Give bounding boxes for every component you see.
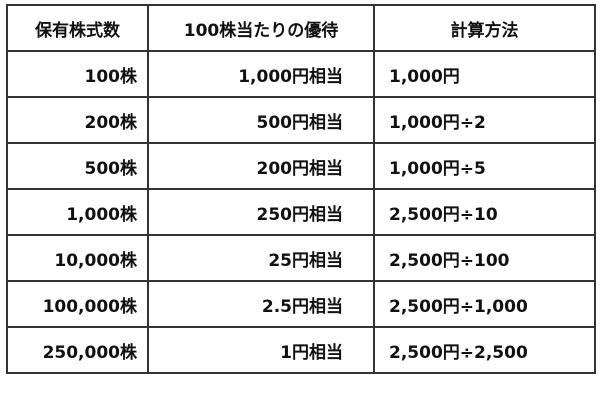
- benefit-cell: 250円相当: [147, 188, 375, 236]
- shares-cell: 500株: [6, 142, 149, 190]
- header-shares: 保有株式数: [6, 4, 149, 52]
- calculation-cell: 1,000円÷5: [373, 142, 596, 190]
- header-benefit-per-100: 100株当たりの優待: [147, 4, 375, 52]
- table-row: 200株 500円相当 1,000円÷2: [6, 96, 596, 144]
- benefit-cell: 500円相当: [147, 96, 375, 144]
- benefit-cell: 1,000円相当: [147, 50, 375, 98]
- calculation-cell: 1,000円÷2: [373, 96, 596, 144]
- table-row: 100,000株 2.5円相当 2,500円÷1,000: [6, 280, 596, 328]
- table-row: 500株 200円相当 1,000円÷5: [6, 142, 596, 190]
- table-row: 10,000株 25円相当 2,500円÷100: [6, 234, 596, 282]
- header-row: 保有株式数 100株当たりの優待 計算方法: [6, 4, 596, 52]
- benefit-cell: 2.5円相当: [147, 280, 375, 328]
- table-row: 250,000株 1円相当 2,500円÷2,500: [6, 326, 596, 374]
- calculation-cell: 2,500円÷2,500: [373, 326, 596, 374]
- shares-cell: 100,000株: [6, 280, 149, 328]
- table-row: 100株 1,000円相当 1,000円: [6, 50, 596, 98]
- shares-cell: 10,000株: [6, 234, 149, 282]
- shares-cell: 1,000株: [6, 188, 149, 236]
- calculation-cell: 2,500円÷100: [373, 234, 596, 282]
- benefit-table: 保有株式数 100株当たりの優待 計算方法 100株 1,000円相当 1,000円…: [6, 4, 596, 374]
- table-row: 1,000株 250円相当 2,500円÷10: [6, 188, 596, 236]
- calculation-cell: 2,500円÷1,000: [373, 280, 596, 328]
- benefit-cell: 25円相当: [147, 234, 375, 282]
- header-calculation: 計算方法: [373, 4, 596, 52]
- calculation-cell: 2,500円÷10: [373, 188, 596, 236]
- benefit-cell: 1円相当: [147, 326, 375, 374]
- shares-cell: 250,000株: [6, 326, 149, 374]
- calculation-cell: 1,000円: [373, 50, 596, 98]
- benefit-cell: 200円相当: [147, 142, 375, 190]
- shares-cell: 100株: [6, 50, 149, 98]
- shares-cell: 200株: [6, 96, 149, 144]
